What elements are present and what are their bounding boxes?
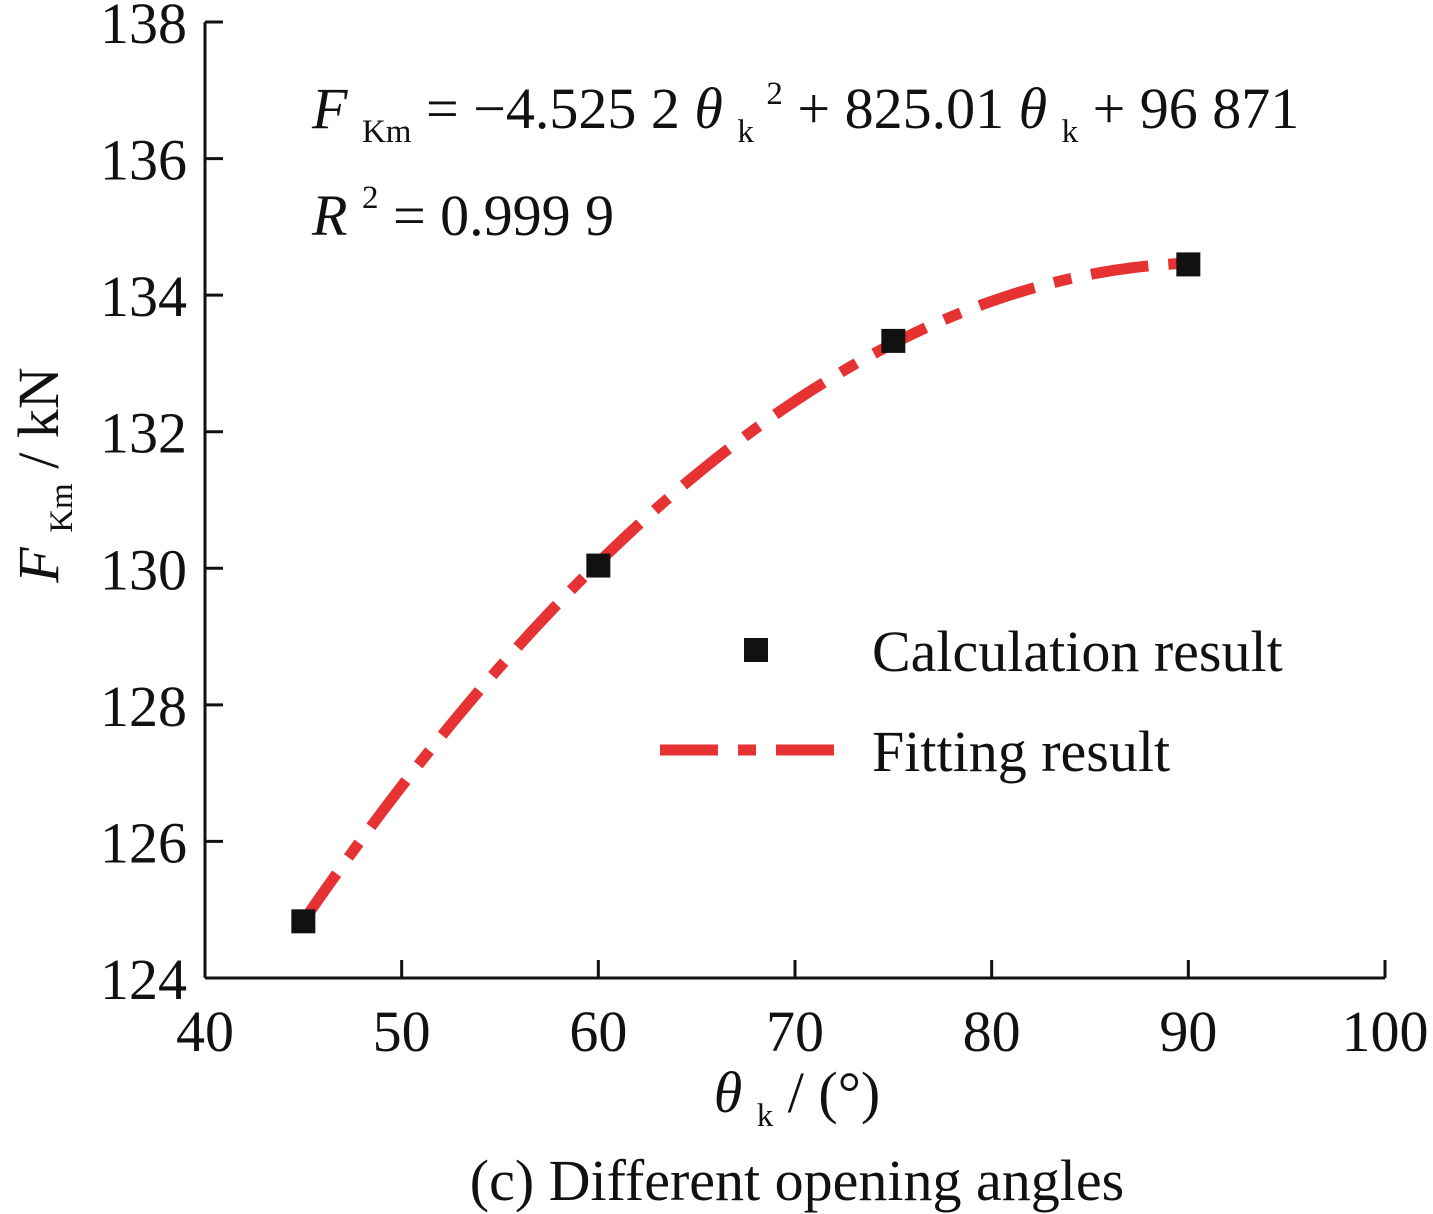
- x-tick-label-4: 80: [963, 999, 1021, 1064]
- figure-caption: (c) Different opening angles: [470, 1148, 1124, 1213]
- calculation-point-2: [881, 328, 906, 353]
- y-tick-label-7: 138: [100, 0, 187, 56]
- legend: Calculation result Fitting result: [660, 619, 1283, 784]
- y-tick-label-3: 130: [100, 537, 187, 602]
- fit-equation-annotation: F Km = −4.525 2 θ k 2 + 825.01 θ k + 96 …: [311, 52, 1299, 155]
- y-tick-label-5: 134: [100, 264, 187, 329]
- calculation-point-1: [586, 553, 611, 578]
- x-tick-label-6: 100: [1342, 999, 1429, 1064]
- y-tick-label-0: 124: [100, 947, 187, 1012]
- y-tick-label-1: 126: [100, 810, 187, 875]
- y-tick-label-4: 132: [100, 401, 187, 466]
- axes: 124 126 128 130 132 134 136 138 40 50 60 70 80 90 100: [100, 0, 1429, 1064]
- series-layer: [291, 252, 1201, 934]
- legend-label-fitting: Fitting result: [872, 719, 1170, 784]
- x-tick-label-0: 40: [176, 999, 234, 1064]
- y-tick-label-6: 136: [100, 128, 187, 193]
- calculation-point-3: [1176, 252, 1201, 277]
- legend-label-calculation: Calculation result: [872, 619, 1283, 684]
- r2-annotation: R 2 = 0.999 9: [311, 156, 614, 248]
- x-tick-label-5: 90: [1159, 999, 1217, 1064]
- x-tick-label-3: 70: [766, 999, 824, 1064]
- y-tick-label-2: 128: [100, 674, 187, 739]
- x-tick-label-1: 50: [373, 999, 431, 1064]
- y-axis-label: F Km / kN: [6, 367, 85, 583]
- x-tick-label-2: 60: [569, 999, 627, 1064]
- legend-marker-calculation: [744, 638, 768, 662]
- fitting-curve: [298, 257, 1189, 925]
- x-axis-label: θ k / (°): [714, 1060, 880, 1139]
- calculation-point-0: [291, 909, 316, 934]
